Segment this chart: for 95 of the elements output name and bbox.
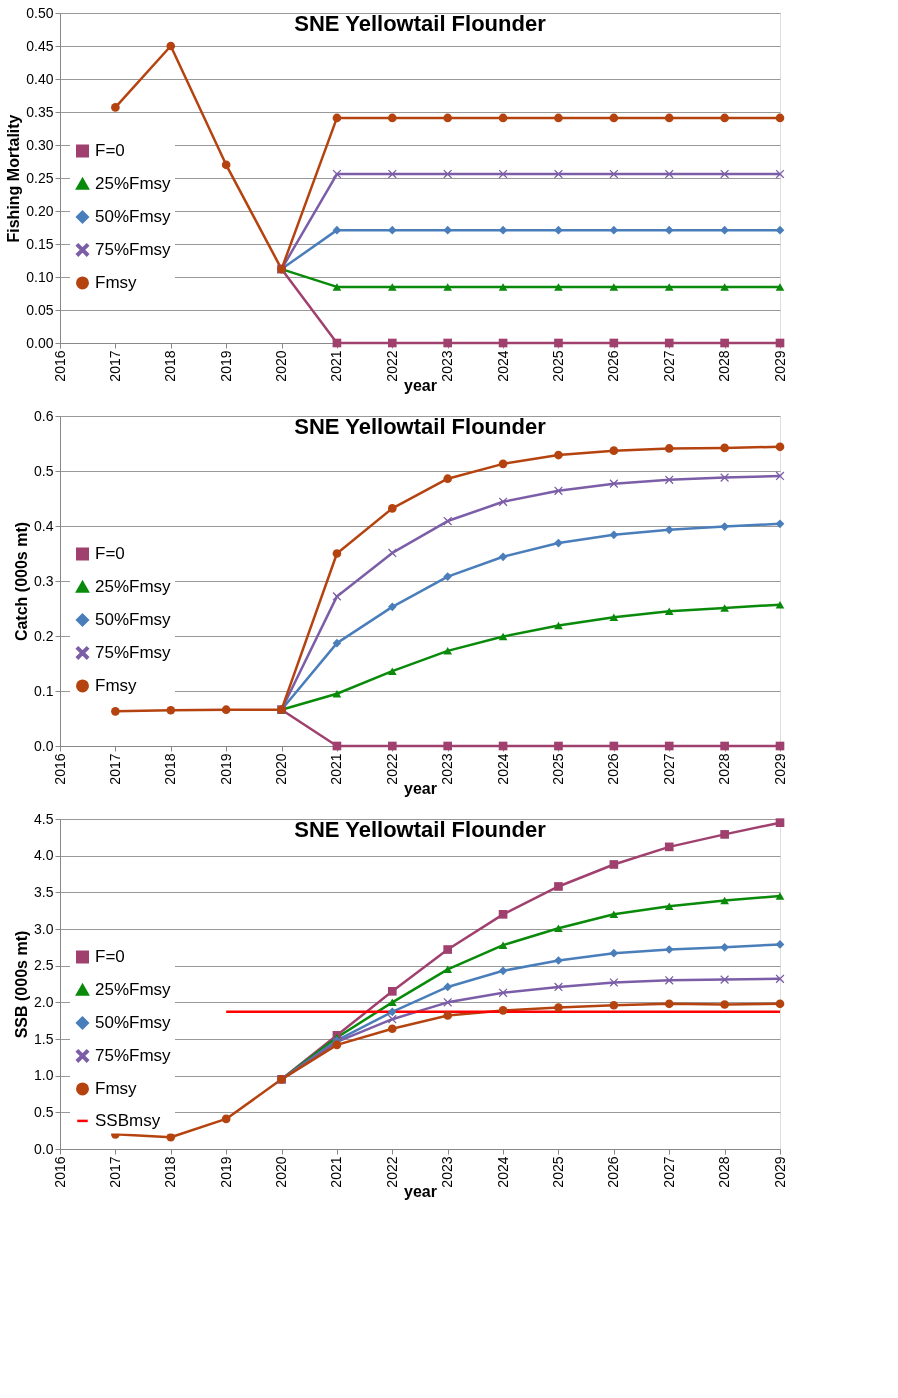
x-tick-label: 2025 [549,753,566,785]
x-tick-label: 2027 [660,1156,677,1188]
x-tick-label: 2022 [383,1156,400,1188]
y-tick-label: 2.5 [34,957,54,974]
x-tick-label: 2016 [51,1156,68,1188]
y-tick-label: 4.5 [34,810,54,827]
legend-label: 75%Fmsy [95,239,172,259]
legend-label: 75%Fmsy [95,642,172,662]
x-tick-label: 2020 [273,350,290,382]
x-tick-label: 2017 [106,350,123,382]
y-tick-label: 0.20 [26,202,54,219]
y-tick-label: 0.45 [26,37,54,54]
x-tick-label: 2024 [494,753,511,785]
y-tick-label: 2.0 [34,993,54,1010]
x-tick-label: 2025 [549,1156,566,1188]
y-tick-label: 0.5 [34,462,54,479]
x-tick-label: 2016 [51,350,68,382]
y-tick-label: 0.1 [34,682,54,699]
x-tick-label: 2027 [660,350,677,382]
y-tick-label: 4.0 [34,847,54,864]
y-tick-label: 0.25 [26,169,54,186]
y-tick-label: 3.0 [34,920,54,937]
x-tick-label: 2029 [771,1156,788,1188]
x-tick-label: 2024 [494,1156,511,1188]
x-tick-label: 2018 [162,1156,179,1188]
chart-title: SNE Yellowtail Flounder [294,11,547,36]
x-tick-label: 2029 [771,350,788,382]
y-tick-label: 1.0 [34,1067,54,1084]
x-tick-label: 2022 [383,350,400,382]
legend-label: 50%Fmsy [95,609,172,629]
x-tick-label: 2028 [716,350,733,382]
x-tick-label: 2026 [605,753,622,785]
x-tick-label: 2021 [328,1156,345,1188]
x-axis-title: year [404,376,437,394]
y-tick-label: 0.05 [26,301,54,318]
x-tick-label: 2028 [716,753,733,785]
x-tick-label: 2023 [439,753,456,785]
x-tick-label: 2028 [716,1156,733,1188]
x-tick-label: 2017 [106,1156,123,1188]
x-tick-label: 2022 [383,753,400,785]
x-tick-label: 2018 [162,753,179,785]
legend-label: F=0 [95,946,125,966]
y-tick-label: 0.6 [34,407,54,424]
legend-label: 25%Fmsy [95,576,172,596]
legend-label: F=0 [95,140,125,160]
y-tick-label: 0.5 [34,1103,54,1120]
y-tick-label: 0.0 [34,1140,54,1157]
y-tick-label: 0.30 [26,136,54,153]
legend-label: F=0 [95,543,125,563]
y-tick-label: 0.00 [26,334,54,351]
y-axis-title: Fishing Mortality [5,114,23,243]
x-tick-label: 2026 [605,1156,622,1188]
x-tick-label: 2025 [549,350,566,382]
y-axis-title: Catch (000s mt) [13,521,31,642]
y-tick-label: 0.0 [34,737,54,754]
x-tick-label: 2026 [605,350,622,382]
y-tick-label: 1.5 [34,1030,54,1047]
legend-label: Fmsy [95,272,138,292]
x-tick-label: 2020 [273,1156,290,1188]
legend-label: 25%Fmsy [95,979,172,999]
y-tick-label: 0.3 [34,572,54,589]
legend-label: 25%Fmsy [95,173,172,193]
x-axis-title: year [404,779,437,797]
y-tick-label: 0.35 [26,103,54,120]
x-tick-label: 2019 [217,350,234,382]
x-tick-label: 2016 [51,753,68,785]
legend-label: 75%Fmsy [95,1045,172,1065]
x-tick-label: 2019 [217,753,234,785]
y-axis-title: SSB (000s mt) [13,930,31,1039]
y-tick-label: 3.5 [34,883,54,900]
x-tick-label: 2021 [328,350,345,382]
chart-title: SNE Yellowtail Flounder [294,414,547,439]
y-tick-label: 0.15 [26,235,54,252]
chart-title: SNE Yellowtail Flounder [294,817,547,842]
x-tick-label: 2020 [273,753,290,785]
y-tick-label: 0.50 [26,4,54,21]
legend-label: SSBmsy [95,1110,161,1130]
legend-label: 50%Fmsy [95,206,172,226]
x-tick-label: 2027 [660,753,677,785]
legend-label: Fmsy [95,1078,138,1098]
y-tick-label: 0.2 [34,627,54,644]
x-tick-label: 2023 [439,350,456,382]
y-tick-label: 0.10 [26,268,54,285]
x-tick-label: 2029 [771,753,788,785]
x-tick-label: 2024 [494,350,511,382]
x-axis-title: year [404,1182,437,1200]
x-tick-label: 2021 [328,753,345,785]
x-tick-label: 2017 [106,753,123,785]
y-tick-label: 0.4 [34,517,54,534]
x-tick-label: 2019 [217,1156,234,1188]
legend-label: Fmsy [95,675,138,695]
y-tick-label: 0.40 [26,70,54,87]
x-tick-label: 2023 [439,1156,456,1188]
legend-label: 50%Fmsy [95,1012,172,1032]
x-tick-label: 2018 [162,350,179,382]
